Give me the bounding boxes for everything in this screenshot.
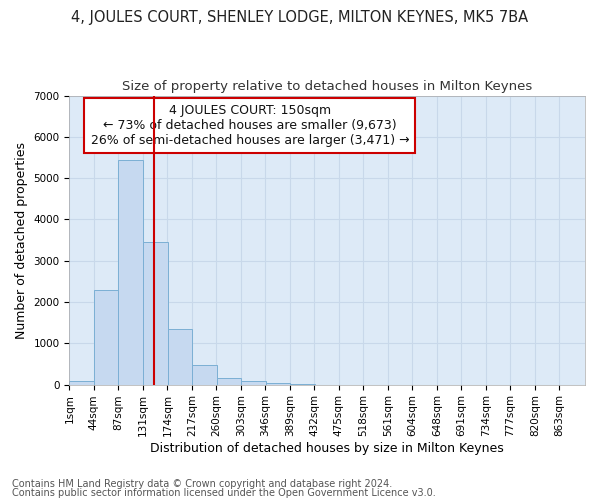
Bar	[70, 382, 94, 384]
Bar	[266, 383, 290, 384]
Text: Contains HM Land Registry data © Crown copyright and database right 2024.: Contains HM Land Registry data © Crown c…	[12, 479, 392, 489]
X-axis label: Distribution of detached houses by size in Milton Keynes: Distribution of detached houses by size …	[151, 442, 504, 455]
Bar	[118, 160, 143, 384]
Text: 4, JOULES COURT, SHENLEY LODGE, MILTON KEYNES, MK5 7BA: 4, JOULES COURT, SHENLEY LODGE, MILTON K…	[71, 10, 529, 25]
Y-axis label: Number of detached properties: Number of detached properties	[15, 142, 28, 338]
Title: Size of property relative to detached houses in Milton Keynes: Size of property relative to detached ho…	[122, 80, 532, 93]
Bar	[94, 290, 118, 384]
Text: Contains public sector information licensed under the Open Government Licence v3: Contains public sector information licen…	[12, 488, 436, 498]
Bar	[193, 365, 217, 384]
Bar	[217, 378, 241, 384]
Text: 4 JOULES COURT: 150sqm
← 73% of detached houses are smaller (9,673)
26% of semi-: 4 JOULES COURT: 150sqm ← 73% of detached…	[91, 104, 409, 147]
Bar	[168, 329, 193, 384]
Bar	[143, 242, 168, 384]
Bar	[241, 382, 266, 384]
